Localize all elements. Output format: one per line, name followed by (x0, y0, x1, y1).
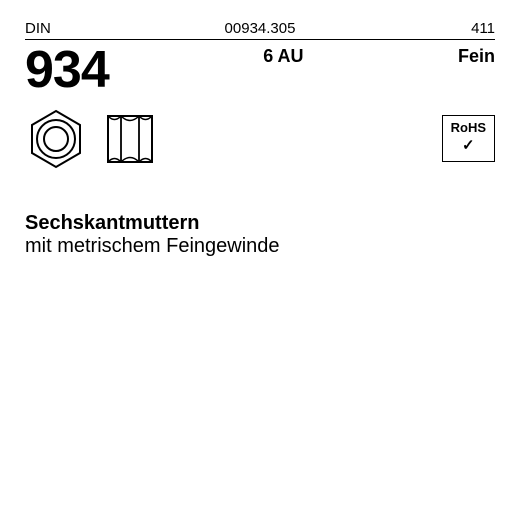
description-title: Sechskantmuttern (25, 212, 495, 235)
header-page: 411 (338, 20, 495, 37)
header-din-label: DIN (25, 20, 182, 37)
thread-type: Fein (458, 46, 495, 67)
rohs-check-icon: ✓ (451, 137, 486, 155)
hex-nut-side-icon (105, 108, 155, 170)
header-code: 00934.305 (182, 20, 339, 37)
description-block: Sechskantmuttern mit metrischem Feingewi… (25, 212, 495, 258)
header-row: DIN 00934.305 411 (25, 20, 495, 40)
title-row: 934 6 AU Fein (25, 44, 495, 96)
rohs-label: RoHS (451, 120, 486, 136)
material-grade: 6 AU (263, 46, 303, 67)
din-number: 934 (25, 44, 109, 96)
description-subtitle: mit metrischem Feingewinde (25, 235, 495, 258)
nut-icons (25, 108, 495, 170)
rohs-badge: RoHS ✓ (442, 115, 495, 162)
hex-nut-top-icon (25, 108, 87, 170)
